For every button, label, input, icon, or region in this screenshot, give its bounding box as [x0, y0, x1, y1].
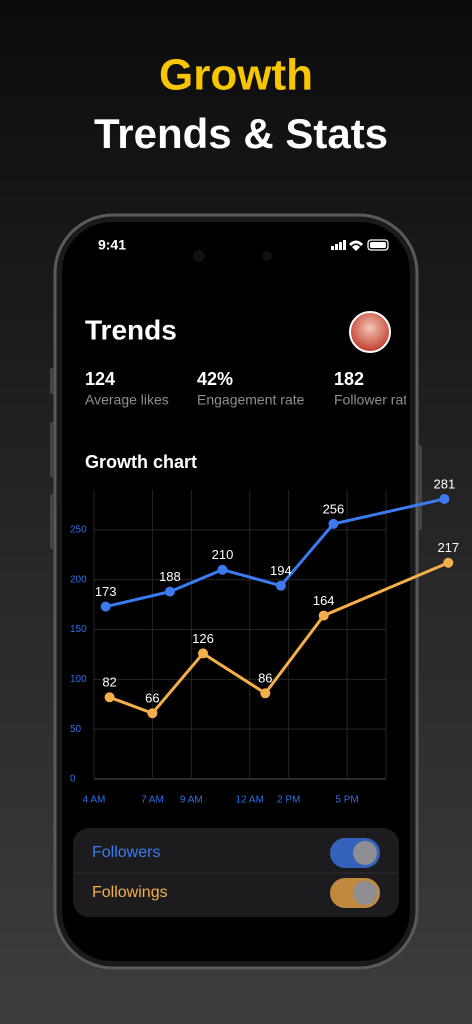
data-label: 173 — [95, 584, 117, 599]
data-label: 281 — [434, 476, 456, 491]
stat-value: 182 — [334, 369, 364, 389]
data-label: 217 — [437, 540, 459, 555]
data-point — [198, 648, 209, 659]
data-label: 188 — [159, 569, 181, 584]
toggle-label: Followings — [92, 884, 168, 901]
y-tick-label: 100 — [70, 674, 87, 685]
series-line — [105, 497, 445, 609]
side-button — [50, 368, 54, 394]
sensor — [262, 251, 272, 261]
x-tick-label: 12 AM — [236, 795, 264, 806]
data-point — [318, 610, 329, 621]
data-point — [147, 708, 158, 719]
y-tick-label: 200 — [70, 574, 87, 585]
x-tick-label: 5 PM — [335, 795, 358, 806]
data-point — [443, 557, 454, 568]
stat-label: Follower rate — [334, 392, 415, 408]
avatar[interactable] — [349, 311, 391, 353]
chart: 0 50 100 150 200 250 4 AM 7 AM 9 AM 12 AM 2 PM 5 PM… — [70, 476, 459, 805]
side-button — [50, 422, 54, 477]
x-tick-label: 7 AM — [141, 795, 164, 806]
side-button — [418, 445, 422, 530]
x-tick-label: 9 AM — [180, 795, 203, 806]
phone-screen — [62, 222, 410, 961]
y-tick-label: 250 — [70, 525, 87, 536]
data-label: 66 — [145, 691, 159, 706]
y-tick-label: 150 — [70, 624, 87, 635]
stat-label: Engagement rate — [197, 392, 305, 408]
data-point — [164, 586, 175, 597]
data-point — [260, 688, 271, 699]
status-icons — [331, 239, 389, 251]
data-label: 194 — [270, 563, 292, 578]
data-label: 82 — [102, 675, 116, 690]
y-tick-label: 50 — [70, 724, 82, 735]
data-point — [100, 601, 111, 612]
data-point — [328, 518, 339, 529]
stat-value: 124 — [85, 369, 115, 389]
headline: Growth — [159, 51, 313, 100]
data-label: 164 — [313, 593, 335, 608]
camera — [193, 250, 205, 262]
stat-value: 42% — [197, 369, 233, 389]
stats: 124 Average likes 42% Engagement rate 182 Fol… — [85, 369, 415, 408]
data-point — [217, 564, 228, 575]
toggles: Followers Followings — [92, 838, 380, 908]
data-label: 256 — [323, 501, 345, 516]
data-point — [439, 493, 450, 504]
side-button — [50, 494, 54, 549]
screen-title: Trends — [85, 314, 177, 345]
status-time: 9:41 — [98, 237, 126, 253]
data-label: 86 — [258, 671, 272, 686]
x-tick-label: 2 PM — [277, 795, 300, 806]
data-label: 210 — [212, 547, 234, 562]
toggle-knob — [353, 881, 377, 905]
subheadline: Trends & Stats — [94, 110, 388, 157]
x-tick-label: 4 AM — [83, 795, 106, 806]
y-tick-label: 0 — [70, 774, 76, 785]
stat-label: Average likes — [85, 392, 169, 408]
data-label: 126 — [192, 631, 214, 646]
toggle-label: Followers — [92, 844, 160, 861]
data-point — [275, 580, 286, 591]
data-point — [104, 692, 115, 703]
chart-title: Growth chart — [85, 452, 197, 472]
series-line — [109, 561, 449, 716]
toggle-knob — [353, 841, 377, 865]
